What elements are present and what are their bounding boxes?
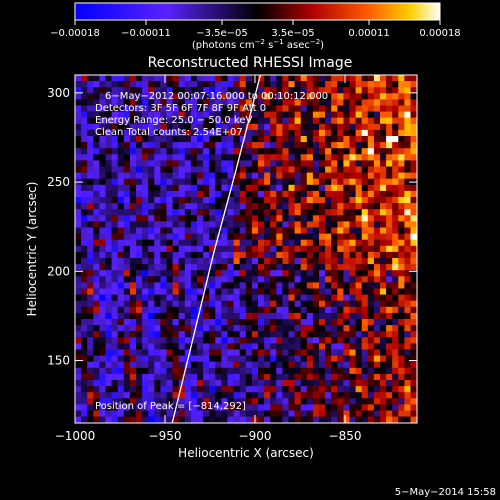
annotations: 6−May−2012 00:07:16.000 to 00:10:12.000 … xyxy=(95,91,328,412)
colorbar-tick-label: 0.00018 xyxy=(419,28,460,39)
colorbar-ticks: −0.00018 −0.00011 −3.5e−05 3.5e−05 0.00011 0.… xyxy=(50,20,461,39)
chart-title: Reconstructed RHESSI Image xyxy=(148,55,353,71)
annotation-detectors: Detectors: 3F 5F 6F 7F 8F 9F Att 0 xyxy=(95,103,266,114)
y-tick-label: 150 xyxy=(47,354,70,368)
colorbar-tick-label: 0.00011 xyxy=(348,28,389,39)
y-tick-label: 300 xyxy=(47,86,70,100)
annotation-time: 6−May−2012 00:07:16.000 to 00:10:12.000 xyxy=(105,91,328,102)
colorbar-tick-label: −0.00011 xyxy=(121,28,171,39)
solar-limb-line xyxy=(171,75,262,423)
x-tick-label: −950 xyxy=(149,429,182,443)
x-tick-label: −900 xyxy=(239,429,272,443)
colorbar-tick-label: −3.5e−05 xyxy=(196,28,248,39)
x-axis: −1000 −950 −900 −850 xyxy=(55,75,362,443)
annotation-counts: Clean Total counts: 2.54E+07 xyxy=(95,127,243,138)
heatmap-image xyxy=(75,75,417,423)
x-axis-label: Heliocentric X (arcsec) xyxy=(178,446,314,460)
annotation-energy: Energy Range: 25.0 − 50.0 keV xyxy=(95,115,252,126)
colorbar-tick-label: −0.00018 xyxy=(50,28,100,39)
plot-frame xyxy=(74,74,418,424)
y-tick-label: 200 xyxy=(47,264,70,278)
peak-position-label: Position of Peak = [−814,292] xyxy=(95,401,246,412)
x-tick-label: −850 xyxy=(329,429,362,443)
x-tick-label: −1000 xyxy=(55,429,96,443)
y-axis-label: Heliocentric Y (arcsec) xyxy=(25,182,39,317)
y-axis: 150 200 250 300 xyxy=(47,86,417,368)
colorbar-unit: (photons cm−2 s−1 asec−2) xyxy=(192,38,324,51)
y-tick-label: 250 xyxy=(47,175,70,189)
footer-timestamp: 5−May−2014 15:58 xyxy=(395,487,496,498)
colorbar xyxy=(74,2,441,21)
colorbar-tick-label: 3.5e−05 xyxy=(271,28,314,39)
